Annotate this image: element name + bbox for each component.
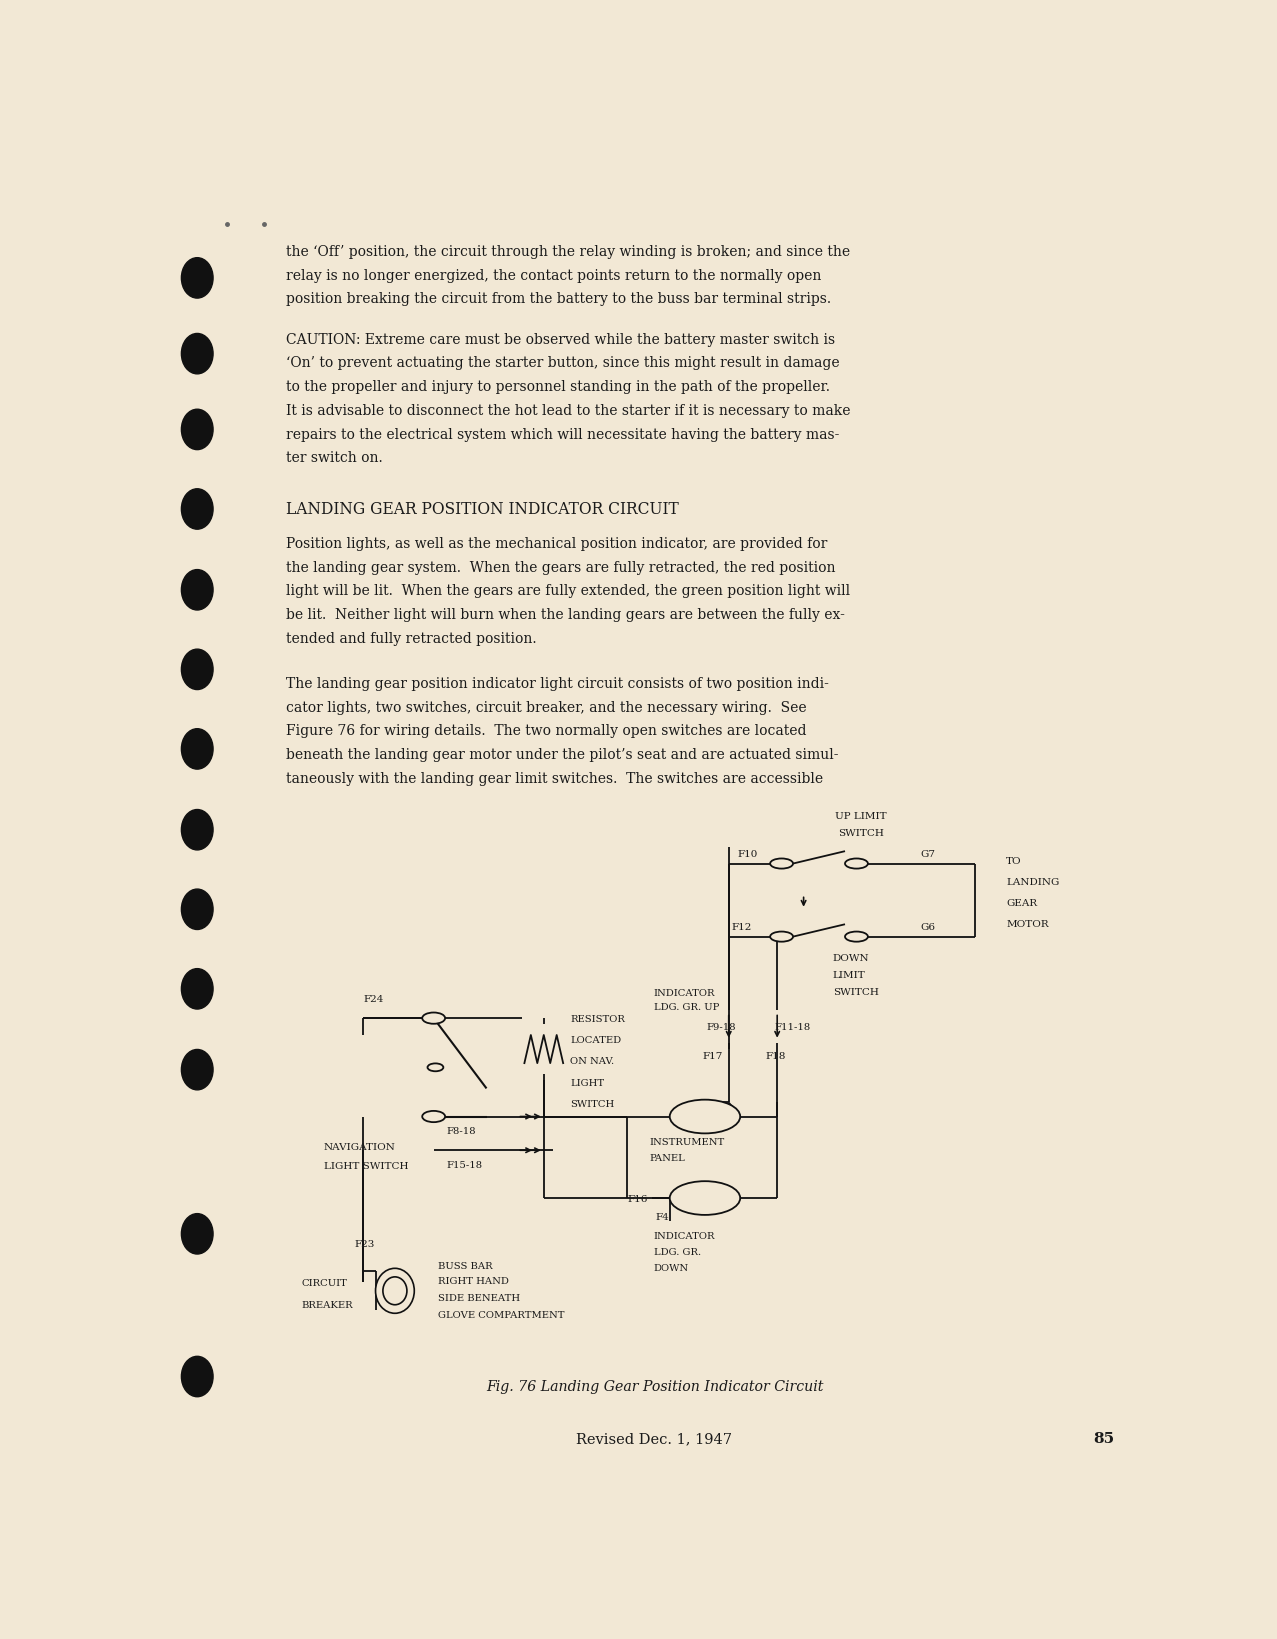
Text: cator lights, two switches, circuit breaker, and the necessary wiring.  See: cator lights, two switches, circuit brea… <box>286 700 807 715</box>
Text: F4: F4 <box>655 1213 669 1221</box>
Text: LOCATED: LOCATED <box>571 1036 622 1044</box>
Text: R: R <box>699 1110 707 1123</box>
Text: repairs to the electrical system which will necessitate having the battery mas-: repairs to the electrical system which w… <box>286 428 840 441</box>
Text: position breaking the circuit from the battery to the buss bar terminal strips.: position breaking the circuit from the b… <box>286 292 831 306</box>
Text: ON NAV.: ON NAV. <box>571 1057 614 1065</box>
Text: LANDING: LANDING <box>1006 877 1060 887</box>
Ellipse shape <box>375 1269 414 1313</box>
Text: F11-18: F11-18 <box>775 1023 811 1031</box>
Text: SWITCH: SWITCH <box>571 1100 614 1108</box>
Text: Position lights, as well as the mechanical position indicator, are provided for: Position lights, as well as the mechanic… <box>286 536 827 551</box>
Text: SWITCH: SWITCH <box>833 988 879 997</box>
Circle shape <box>181 1357 213 1396</box>
Text: SIDE BENEATH: SIDE BENEATH <box>438 1293 520 1303</box>
Ellipse shape <box>845 859 868 869</box>
Text: LIGHT SWITCH: LIGHT SWITCH <box>323 1160 409 1170</box>
Ellipse shape <box>428 1064 443 1072</box>
Circle shape <box>181 410 213 451</box>
Text: the landing gear system.  When the gears are fully retracted, the red position: the landing gear system. When the gears … <box>286 561 836 574</box>
Text: Fig. 76 Landing Gear Position Indicator Circuit: Fig. 76 Landing Gear Position Indicator … <box>485 1378 824 1393</box>
Text: F16: F16 <box>627 1193 647 1203</box>
Circle shape <box>181 1051 213 1090</box>
Text: F24: F24 <box>363 995 383 1003</box>
Text: G7: G7 <box>921 849 936 859</box>
Text: SWITCH: SWITCH <box>838 829 884 838</box>
Text: MOTOR: MOTOR <box>1006 919 1048 928</box>
Text: F15-18: F15-18 <box>447 1160 483 1169</box>
Circle shape <box>181 259 213 298</box>
Ellipse shape <box>423 1013 446 1024</box>
Text: F17: F17 <box>702 1052 723 1060</box>
Circle shape <box>181 1214 213 1254</box>
Ellipse shape <box>383 1277 407 1305</box>
Text: CIRCUIT: CIRCUIT <box>301 1278 347 1287</box>
Text: NAVIGATION: NAVIGATION <box>323 1142 396 1151</box>
Ellipse shape <box>669 1182 741 1214</box>
Text: LDG. GR.: LDG. GR. <box>654 1247 701 1255</box>
Circle shape <box>181 729 213 770</box>
Ellipse shape <box>669 1100 741 1134</box>
Text: ‘On’ to prevent actuating the starter button, since this might result in damage: ‘On’ to prevent actuating the starter bu… <box>286 356 840 370</box>
Ellipse shape <box>845 933 868 942</box>
Text: DOWN: DOWN <box>833 954 870 962</box>
Text: taneously with the landing gear limit switches.  The switches are accessible: taneously with the landing gear limit sw… <box>286 772 824 785</box>
Text: INDICATOR: INDICATOR <box>654 1231 715 1241</box>
Text: F12: F12 <box>732 923 752 931</box>
Text: RESISTOR: RESISTOR <box>571 1015 624 1023</box>
Text: F9-18: F9-18 <box>706 1023 737 1031</box>
Text: F18: F18 <box>765 1052 785 1060</box>
Text: CAUTION: Extreme care must be observed while the battery master switch is: CAUTION: Extreme care must be observed w… <box>286 333 835 346</box>
Ellipse shape <box>770 933 793 942</box>
Text: BUSS BAR: BUSS BAR <box>438 1262 493 1270</box>
Text: to the propeller and injury to personnel standing in the path of the propeller.: to the propeller and injury to personnel… <box>286 380 830 393</box>
Text: relay is no longer energized, the contact points return to the normally open: relay is no longer energized, the contac… <box>286 269 821 282</box>
Text: G6: G6 <box>921 923 936 931</box>
Circle shape <box>181 570 213 611</box>
Text: be lit.  Neither light will burn when the landing gears are between the fully ex: be lit. Neither light will burn when the… <box>286 608 845 621</box>
Text: LDG. GR. UP: LDG. GR. UP <box>654 1003 719 1011</box>
Text: 85: 85 <box>1093 1431 1115 1446</box>
Text: GLOVE COMPARTMENT: GLOVE COMPARTMENT <box>438 1310 564 1319</box>
Text: light will be lit.  When the gears are fully extended, the green position light : light will be lit. When the gears are fu… <box>286 583 850 598</box>
Text: F23: F23 <box>355 1239 374 1247</box>
Ellipse shape <box>423 1111 446 1123</box>
Text: UP LIMIT: UP LIMIT <box>835 811 886 821</box>
Circle shape <box>181 334 213 375</box>
Text: F8-18: F8-18 <box>447 1126 476 1136</box>
Ellipse shape <box>770 859 793 869</box>
Text: ter switch on.: ter switch on. <box>286 451 383 465</box>
Text: LIGHT: LIGHT <box>571 1078 604 1087</box>
Text: LIMIT: LIMIT <box>833 970 866 980</box>
Text: BREAKER: BREAKER <box>301 1301 354 1310</box>
Text: It is advisable to disconnect the hot lead to the starter if it is necessary to : It is advisable to disconnect the hot le… <box>286 403 850 418</box>
Circle shape <box>181 810 213 851</box>
Text: beneath the landing gear motor under the pilot’s seat and are actuated simul-: beneath the landing gear motor under the… <box>286 747 839 762</box>
Text: Figure 76 for wiring details.  The two normally open switches are located: Figure 76 for wiring details. The two no… <box>286 724 807 738</box>
Text: F10: F10 <box>738 849 759 859</box>
Text: GEAR: GEAR <box>1006 898 1037 908</box>
Text: tended and fully retracted position.: tended and fully retracted position. <box>286 631 536 646</box>
Circle shape <box>181 890 213 929</box>
Text: TO: TO <box>1006 857 1022 865</box>
Text: PANEL: PANEL <box>650 1152 686 1162</box>
Circle shape <box>181 490 213 529</box>
Text: The landing gear position indicator light circuit consists of two position indi-: The landing gear position indicator ligh… <box>286 677 829 690</box>
Text: Revised Dec. 1, 1947: Revised Dec. 1, 1947 <box>576 1431 733 1446</box>
Text: INDICATOR: INDICATOR <box>654 988 715 998</box>
Text: the ‘Off’ position, the circuit through the relay winding is broken; and since t: the ‘Off’ position, the circuit through … <box>286 244 850 259</box>
Circle shape <box>181 969 213 1010</box>
Text: DOWN: DOWN <box>654 1264 690 1272</box>
Circle shape <box>181 649 213 690</box>
Text: RIGHT HAND: RIGHT HAND <box>438 1277 510 1285</box>
Text: INSTRUMENT: INSTRUMENT <box>650 1137 725 1147</box>
Text: LANDING GEAR POSITION INDICATOR CIRCUIT: LANDING GEAR POSITION INDICATOR CIRCUIT <box>286 502 679 518</box>
Text: G: G <box>699 1192 707 1205</box>
